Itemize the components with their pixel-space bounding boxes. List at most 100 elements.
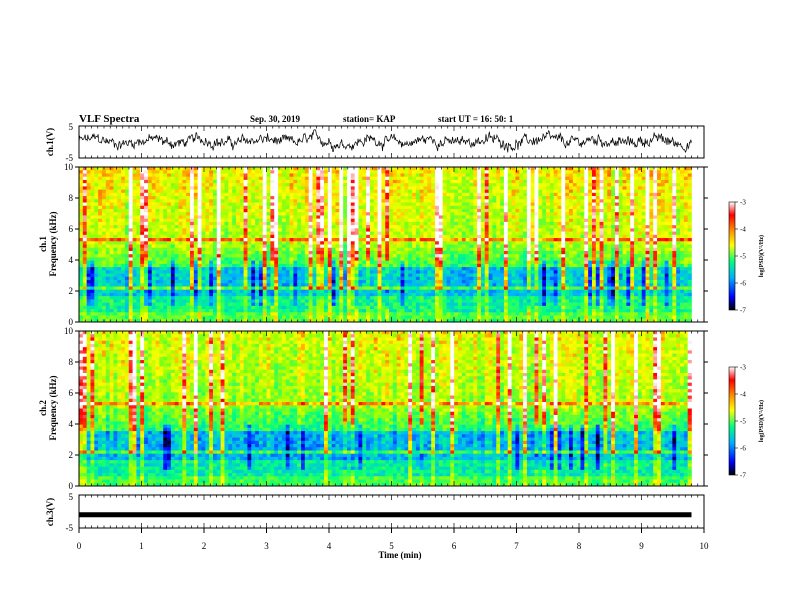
spectrogram-cell	[266, 254, 271, 258]
spectrogram-cell	[209, 254, 214, 258]
spectrogram-cell	[377, 192, 382, 197]
spectrogram-cell	[266, 263, 271, 268]
spectrogram-cell	[128, 215, 133, 219]
spectrogram-cell	[381, 167, 386, 171]
spectrogram-cell	[630, 225, 635, 229]
spectrogram-cell	[484, 199, 489, 203]
spectrogram-cell	[419, 244, 424, 249]
spectrogram-cell	[147, 244, 153, 249]
spectrogram-cell	[649, 167, 654, 171]
spectrogram-cell	[327, 215, 332, 219]
spectrogram-cell	[209, 218, 214, 223]
spectrogram-cell	[90, 257, 95, 261]
spectrogram-cell	[645, 199, 650, 203]
spectrogram-cell	[274, 221, 279, 226]
spectrogram-cell	[622, 231, 627, 236]
spectrogram-cell	[603, 189, 608, 194]
spectrogram-cell	[147, 254, 153, 258]
spectrogram-cell	[385, 196, 390, 200]
spectrogram-cell	[473, 241, 478, 245]
spectrogram-cell	[569, 205, 574, 210]
spectrogram-cell	[327, 218, 332, 223]
spectrogram-cell	[603, 196, 608, 200]
spectrogram-cell	[431, 192, 436, 197]
spectrogram-cell	[308, 260, 313, 265]
spectrogram-cell	[511, 260, 516, 265]
spectrogram-cell	[79, 179, 84, 184]
spectrogram-cell	[534, 179, 539, 184]
spectrogram-cell	[607, 199, 612, 203]
spectrogram-cell	[683, 231, 688, 236]
spectrogram-cell	[369, 173, 375, 177]
spectrogram-cell	[327, 199, 332, 203]
spectrogram-cell	[312, 263, 317, 268]
spectrogram-cell	[496, 231, 501, 236]
spectrogram-cell	[584, 244, 589, 249]
spectrogram-cell	[79, 228, 84, 232]
spectrogram-cell	[435, 205, 440, 210]
spectrogram-cell	[645, 234, 650, 239]
spectrogram-cell	[572, 192, 577, 197]
spectrogram-cell	[324, 241, 329, 245]
spectrogram-cell	[316, 225, 321, 229]
spectrogram-cell	[450, 250, 455, 255]
spectrogram-cell	[538, 186, 543, 190]
spectrogram-cell	[163, 208, 168, 213]
spectrogram-cell	[147, 183, 153, 187]
spectrogram-cell	[304, 170, 309, 174]
spectrogram-cell	[641, 234, 646, 239]
spectrogram-cell	[209, 212, 214, 216]
spectrogram-cell	[683, 228, 688, 232]
spectrogram-cell	[369, 228, 375, 232]
spectrogram-cell	[289, 250, 294, 255]
spectrogram-cell	[144, 186, 149, 190]
spectrogram-cell	[672, 192, 677, 197]
spectrogram-cell	[293, 179, 298, 184]
spectrogram-cell	[607, 183, 612, 187]
spectrogram-cell	[90, 241, 95, 245]
spectrogram-cell	[247, 202, 252, 207]
spectrogram-cell	[155, 208, 160, 213]
spectrogram-cell	[293, 225, 298, 229]
spectrogram-cell	[220, 208, 225, 213]
spectrogram-cell	[400, 260, 405, 265]
spectrogram-cell	[262, 238, 267, 242]
spectrogram-cell	[435, 215, 440, 219]
spectrogram-cell	[193, 212, 198, 216]
spectrogram-cell	[316, 196, 321, 200]
spectrogram-cell	[461, 189, 466, 194]
spectrogram-cell	[618, 221, 623, 226]
spectrogram-cell	[423, 244, 428, 249]
spectrogram-cell	[404, 257, 409, 261]
spectrogram-cell	[457, 173, 463, 177]
spectrogram-cell	[258, 215, 264, 219]
spectrogram-cell	[530, 221, 535, 226]
spectrogram-cell	[324, 225, 329, 229]
spectrogram-cell	[212, 247, 218, 252]
spectrogram-cell	[538, 208, 543, 213]
spectrogram-cell	[496, 176, 501, 181]
spectrogram-cell	[358, 231, 363, 236]
spectrogram-cell	[503, 241, 509, 245]
spectrogram-cell	[427, 183, 432, 187]
spectrogram-cell	[167, 189, 172, 194]
spectrogram-cell	[657, 189, 662, 194]
spectrogram-cell	[389, 215, 394, 219]
spectrogram-cell	[461, 250, 466, 255]
spectrogram-cell	[396, 234, 401, 239]
spectrogram-cell	[124, 205, 130, 210]
spectrogram-cell	[186, 234, 191, 239]
spectrogram-cell	[385, 254, 390, 258]
spectrogram-cell	[396, 208, 401, 213]
spectrogram-cell	[212, 208, 218, 213]
spectrogram-cell	[473, 202, 478, 207]
spectrogram-cell	[392, 176, 398, 181]
spectrogram-cell	[343, 238, 348, 242]
spectrogram-cell	[557, 244, 562, 249]
spectrogram-cell	[331, 241, 336, 245]
spectrogram-cell	[419, 228, 424, 232]
spectrogram-cell	[144, 234, 149, 239]
spectrogram-cell	[178, 228, 183, 232]
spectrogram-cell	[526, 176, 532, 181]
spectrogram-cell	[362, 215, 367, 219]
